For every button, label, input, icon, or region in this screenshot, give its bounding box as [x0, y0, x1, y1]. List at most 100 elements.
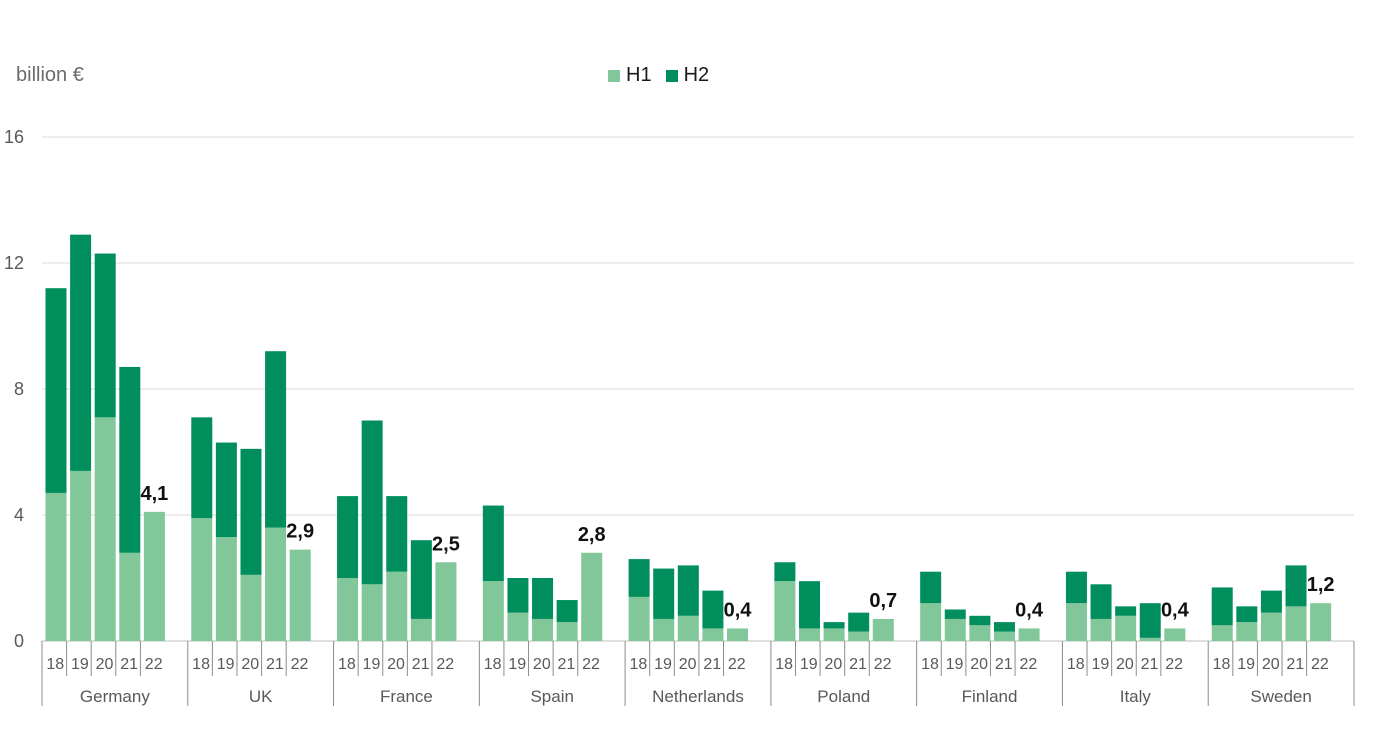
x-tick-label-poland-21: 21 — [849, 656, 867, 673]
data-label-spain: 2,8 — [578, 524, 606, 546]
x-tick-label-sweden-18: 18 — [1213, 656, 1231, 673]
bar-h1-france-22 — [435, 562, 457, 641]
x-tick-label-germany-19: 19 — [71, 656, 89, 673]
bar-h1-italy-18 — [1065, 603, 1087, 641]
bar-h1-uk-21 — [265, 527, 287, 641]
bar-h1-germany-19 — [70, 470, 92, 641]
bar-h1-netherlands-21 — [702, 628, 724, 641]
bar-h2-poland-18 — [774, 562, 796, 582]
bar-h1-italy-21 — [1139, 637, 1161, 641]
bar-h1-uk-18 — [191, 518, 213, 641]
bar-h1-sweden-22 — [1310, 603, 1332, 641]
bar-h1-spain-19 — [507, 612, 529, 641]
data-label-italy: 0,4 — [1161, 599, 1190, 621]
bar-h1-sweden-21 — [1285, 606, 1307, 641]
data-label-sweden: 1,2 — [1307, 574, 1335, 596]
bar-h2-france-19 — [361, 420, 383, 585]
bar-h2-sweden-20 — [1260, 590, 1282, 613]
data-label-finland: 0,4 — [1015, 599, 1044, 621]
data-label-netherlands: 0,4 — [724, 599, 753, 621]
bar-h1-germany-20 — [94, 417, 116, 641]
bar-h1-spain-22 — [581, 552, 603, 641]
x-tick-label-netherlands-22: 22 — [728, 656, 746, 673]
bar-h2-france-20 — [386, 496, 408, 572]
bar-h2-finland-18 — [920, 571, 942, 604]
bar-h1-sweden-19 — [1236, 622, 1258, 641]
bar-h2-france-18 — [337, 496, 359, 578]
bar-h1-spain-18 — [482, 581, 504, 641]
x-tick-label-germany-18: 18 — [46, 656, 64, 673]
bar-h1-netherlands-20 — [677, 615, 699, 641]
bar-h1-netherlands-22 — [727, 628, 749, 641]
bar-h1-italy-19 — [1090, 618, 1112, 641]
x-tick-label-poland-22: 22 — [874, 656, 892, 673]
legend-item-h2: H2 — [665, 64, 709, 87]
x-tick-label-france-21: 21 — [412, 656, 430, 673]
x-tick-label-sweden-20: 20 — [1262, 656, 1280, 673]
x-tick-label-italy-22: 22 — [1165, 656, 1183, 673]
bar-h2-italy-21 — [1139, 603, 1161, 638]
legend-item-h1: H1 — [608, 64, 652, 87]
bar-h2-italy-18 — [1065, 571, 1087, 604]
x-tick-label-spain-18: 18 — [484, 656, 502, 673]
bar-h2-uk-19 — [215, 442, 237, 538]
bar-h1-spain-21 — [556, 622, 578, 641]
category-label-spain: Spain — [530, 687, 573, 706]
bar-h1-germany-21 — [119, 552, 141, 641]
data-label-poland: 0,7 — [869, 590, 897, 612]
y-tick-label-8: 8 — [14, 379, 24, 399]
data-label-germany: 4,1 — [140, 483, 168, 505]
y-tick-label-16: 16 — [4, 127, 24, 147]
x-tick-label-netherlands-20: 20 — [679, 656, 697, 673]
category-label-poland: Poland — [817, 687, 870, 706]
y-unit-label: billion € — [16, 64, 84, 86]
bar-h2-poland-19 — [798, 581, 820, 629]
bar-h1-france-20 — [386, 571, 408, 641]
bar-h1-uk-20 — [240, 574, 262, 641]
x-tick-label-finland-20: 20 — [970, 656, 988, 673]
x-tick-label-italy-20: 20 — [1116, 656, 1134, 673]
x-tick-label-finland-19: 19 — [946, 656, 964, 673]
bar-h1-italy-22 — [1164, 628, 1186, 641]
x-tick-label-germany-20: 20 — [96, 656, 114, 673]
category-label-sweden: Sweden — [1250, 687, 1311, 706]
category-label-netherlands: Netherlands — [652, 687, 744, 706]
bar-h2-poland-20 — [823, 622, 845, 629]
bar-h1-netherlands-19 — [653, 618, 675, 641]
x-tick-label-spain-20: 20 — [533, 656, 551, 673]
bar-h1-spain-20 — [532, 618, 554, 641]
bar-h2-finland-21 — [993, 622, 1015, 632]
x-tick-label-netherlands-21: 21 — [703, 656, 721, 673]
bar-h1-germany-18 — [45, 492, 67, 641]
x-tick-label-finland-21: 21 — [995, 656, 1013, 673]
data-label-uk: 2,9 — [286, 521, 314, 543]
bar-h2-spain-20 — [532, 578, 554, 619]
x-tick-label-sweden-19: 19 — [1237, 656, 1255, 673]
bar-h2-spain-18 — [482, 505, 504, 582]
bar-h2-spain-19 — [507, 578, 529, 613]
bar-h1-poland-22 — [872, 618, 894, 641]
legend-label-h1: H1 — [626, 64, 652, 86]
x-tick-label-uk-22: 22 — [291, 656, 309, 673]
bar-h2-finland-19 — [944, 609, 966, 619]
x-tick-label-sweden-21: 21 — [1286, 656, 1304, 673]
bar-h2-france-21 — [410, 540, 432, 619]
x-tick-label-sweden-22: 22 — [1311, 656, 1329, 673]
x-tick-label-netherlands-18: 18 — [630, 656, 648, 673]
x-tick-label-germany-21: 21 — [120, 656, 138, 673]
bar-h1-uk-22 — [289, 549, 311, 641]
bar-h1-uk-19 — [215, 537, 237, 641]
x-tick-label-spain-21: 21 — [558, 656, 576, 673]
bar-h1-france-18 — [337, 578, 359, 641]
bar-h2-germany-21 — [119, 366, 141, 553]
x-tick-label-finland-18: 18 — [921, 656, 939, 673]
x-tick-label-italy-21: 21 — [1141, 656, 1159, 673]
bar-h2-netherlands-21 — [702, 590, 724, 629]
bar-h1-netherlands-18 — [628, 596, 650, 641]
bar-h1-italy-20 — [1115, 615, 1137, 641]
bar-h1-finland-18 — [920, 603, 942, 641]
bar-h2-netherlands-18 — [628, 559, 650, 597]
bar-h1-poland-20 — [823, 628, 845, 641]
x-tick-label-poland-20: 20 — [824, 656, 842, 673]
